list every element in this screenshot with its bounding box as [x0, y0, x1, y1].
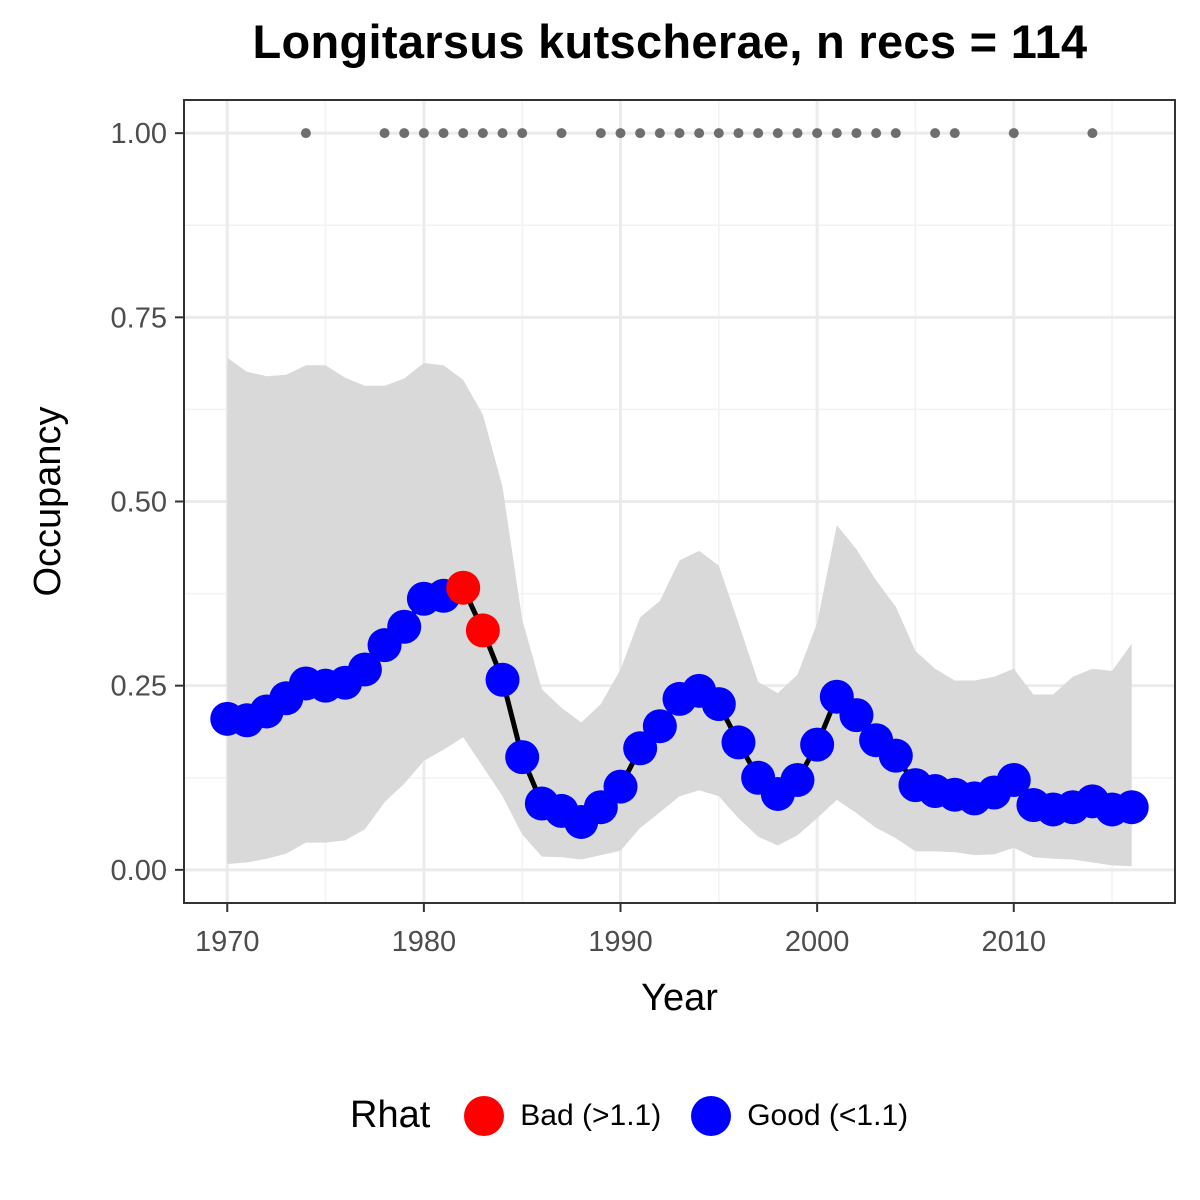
axes: 1970 1980 1990 2000 2010 0.00 0.25 0.50 0.75 1.00: [111, 118, 1046, 958]
record-point: [615, 128, 626, 139]
record-point: [694, 128, 705, 139]
record-point: [792, 128, 803, 139]
record-point: [517, 128, 528, 139]
record-point: [556, 128, 567, 139]
data-point-bad: [465, 613, 500, 648]
legend-label-bad: Bad (>1.1): [520, 1098, 662, 1132]
record-point: [1087, 128, 1098, 139]
data-point-good: [780, 762, 815, 797]
legend-title: Rhat: [350, 1094, 431, 1136]
record-point: [930, 128, 941, 139]
data-point-good: [603, 769, 638, 804]
data-point-good: [878, 738, 913, 773]
record-point: [733, 128, 744, 139]
data-point-good: [800, 727, 835, 762]
record-point: [635, 128, 646, 139]
data-point-good: [623, 731, 658, 766]
record-point: [1008, 128, 1019, 139]
legend-label-good: Good (<1.1): [747, 1098, 909, 1132]
record-point: [674, 128, 685, 139]
record-point: [831, 128, 842, 139]
data-point-good: [721, 725, 756, 760]
record-point: [890, 128, 901, 139]
record-point: [812, 128, 823, 139]
record-point: [379, 128, 390, 139]
data-point-good: [839, 698, 874, 733]
record-point: [418, 128, 429, 139]
data-point-good: [642, 709, 677, 744]
data-point-bad: [446, 570, 481, 605]
record-point: [772, 128, 783, 139]
record-point: [399, 128, 410, 139]
record-point: [753, 128, 764, 139]
data-point-good: [701, 687, 736, 722]
y-tick-label: 1.00: [111, 118, 167, 150]
record-points: [300, 128, 1098, 139]
occupancy-points: [210, 570, 1149, 839]
y-tick-label: 0.00: [111, 855, 167, 887]
record-point: [477, 128, 488, 139]
record-point: [871, 128, 882, 139]
legend: Rhat Bad (>1.1) Good (<1.1): [350, 1094, 938, 1137]
data-point-good: [485, 662, 520, 697]
y-tick-label: 0.50: [111, 487, 167, 519]
x-tick-label: 1970: [195, 926, 260, 958]
record-point: [497, 128, 508, 139]
x-axis-title: Year: [641, 977, 718, 1019]
record-point: [300, 128, 311, 139]
record-point: [949, 128, 960, 139]
confidence-ribbon: [227, 357, 1132, 867]
x-tick-label: 1990: [588, 926, 653, 958]
x-tick-label: 1980: [392, 926, 457, 958]
data-point-good: [387, 609, 422, 644]
y-axis-title: Occupancy: [27, 406, 69, 596]
record-point: [458, 128, 469, 139]
data-point-good: [505, 740, 540, 775]
x-tick-label: 2000: [785, 926, 850, 958]
record-point: [654, 128, 665, 139]
chart-title: Longitarsus kutscherae, n recs = 114: [252, 15, 1088, 68]
record-point: [851, 128, 862, 139]
record-point: [713, 128, 724, 139]
data-point-good: [1114, 790, 1149, 825]
data-point-good: [996, 762, 1031, 797]
x-tick-label: 2010: [982, 926, 1047, 958]
y-tick-label: 0.75: [111, 302, 167, 334]
record-point: [438, 128, 449, 139]
data-point-good: [347, 652, 382, 687]
record-point: [595, 128, 606, 139]
y-tick-label: 0.25: [111, 671, 167, 703]
credible-interval-ribbon: [227, 357, 1132, 867]
legend-key-bad: [464, 1095, 505, 1136]
legend-key-good: [691, 1095, 732, 1136]
